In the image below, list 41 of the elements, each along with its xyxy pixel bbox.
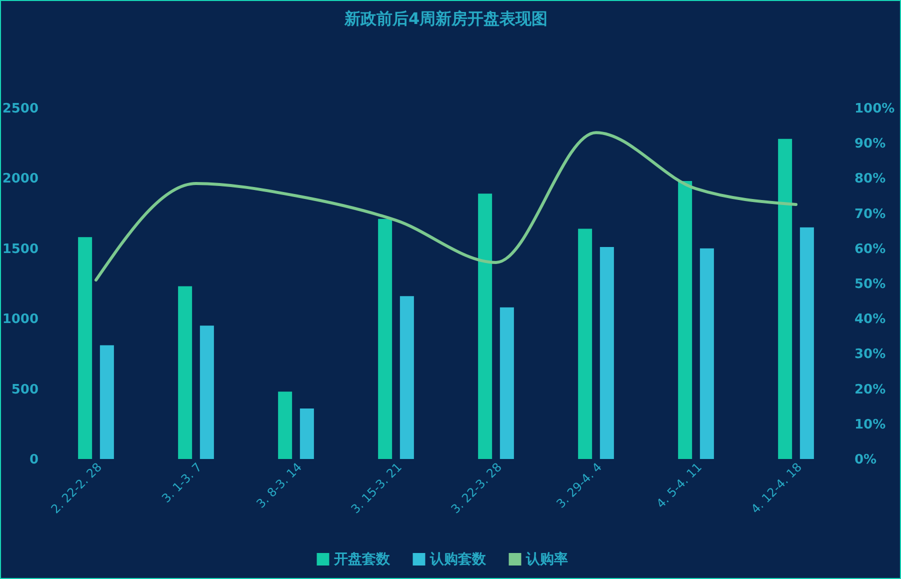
legend-label: 认购套数 (429, 551, 487, 568)
bar (300, 408, 314, 459)
y2-tick-label: 70% (854, 206, 886, 222)
bar (378, 218, 392, 459)
y2-tick-label: 40% (854, 312, 886, 328)
y-tick-label: 0 (29, 452, 38, 468)
bar (200, 326, 214, 459)
bar (78, 237, 92, 459)
bar (700, 248, 714, 459)
y2-tick-label: 30% (854, 347, 886, 362)
y2-tick-label: 0% (854, 452, 877, 468)
bar (578, 228, 592, 459)
chart-title: 新政前后4周新房开盘表现图 (343, 9, 548, 28)
bar (778, 138, 792, 459)
bar (478, 194, 492, 459)
bar (500, 307, 514, 459)
y-tick-label: 500 (11, 382, 38, 398)
bar (678, 181, 692, 459)
y2-tick-label: 10% (854, 417, 886, 432)
legend-label: 认购率 (525, 550, 568, 568)
y2-tick-label: 60% (854, 242, 886, 257)
y-tick-label: 1500 (2, 242, 38, 257)
y2-tick-label: 100% (854, 102, 895, 116)
y-tick-label: 2500 (2, 102, 38, 116)
y2-tick-label: 90% (854, 136, 886, 152)
bar (400, 296, 414, 459)
x-tick-label: 3. 1-3. 7 (159, 460, 204, 506)
y2-tick-label: 50% (854, 277, 886, 292)
x-tick-label: 4. 5-4. 11 (654, 460, 704, 511)
y-tick-label: 2000 (2, 172, 38, 187)
line-series (94, 131, 798, 282)
y-tick-label: 1000 (2, 312, 38, 328)
legend-label: 开盘套数 (333, 551, 391, 568)
bar (178, 286, 192, 459)
y2-tick-label: 20% (854, 382, 886, 398)
bar (100, 345, 114, 459)
y2-tick-label: 80% (854, 172, 886, 187)
bar (800, 227, 814, 459)
x-tick-label: 3. 8-3. 14 (254, 460, 304, 511)
bar (600, 246, 614, 459)
bar (278, 392, 292, 459)
